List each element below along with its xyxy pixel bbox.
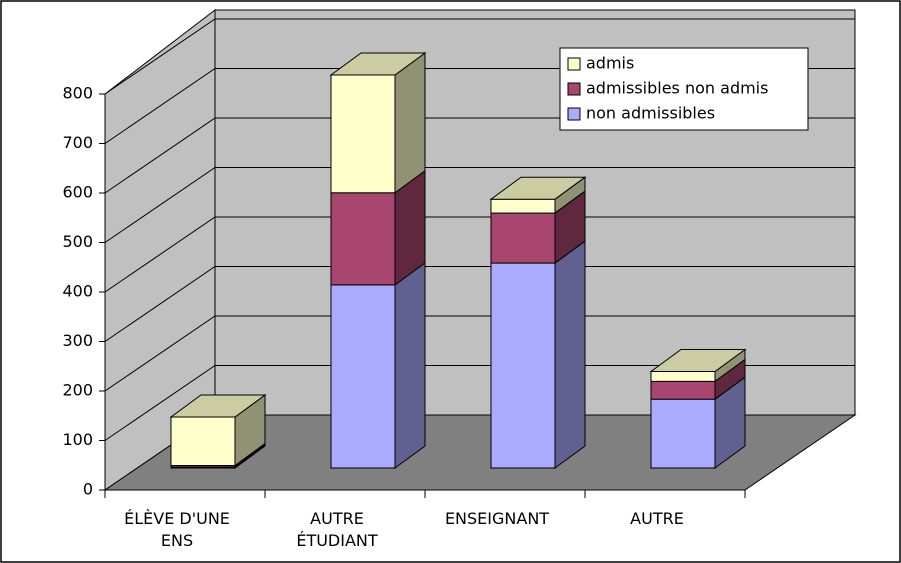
bar-segment — [330, 284, 396, 469]
bar-top — [649, 348, 747, 372]
bar-segment — [490, 262, 556, 469]
legend-label: admis — [586, 54, 634, 73]
bar-segment — [650, 398, 716, 469]
y-tick-label: 500 — [62, 232, 93, 251]
x-tick-label: ENSEIGNANT — [444, 509, 550, 528]
y-tick-label: 600 — [62, 183, 93, 202]
x-tick-label: ÉLÈVE D'UNE ENS — [124, 509, 230, 550]
y-tick-label: 300 — [62, 331, 93, 350]
bar-segment — [490, 198, 556, 214]
bar-side — [394, 261, 426, 469]
y-tick-label: 700 — [62, 133, 93, 152]
bar-segment — [490, 212, 556, 264]
y-tick-label: 800 — [62, 84, 93, 103]
bar-segment — [650, 370, 716, 382]
bar-segment — [170, 416, 236, 467]
bar-segment — [330, 74, 396, 194]
grid-line — [104, 18, 855, 95]
bar-side — [554, 240, 586, 469]
y-tick-label: 200 — [62, 381, 93, 400]
bar-top — [329, 52, 427, 76]
legend-label: non admissibles — [586, 104, 715, 123]
legend-swatch — [567, 107, 581, 121]
x-tick-label: AUTRE ÉTUDIANT — [296, 509, 378, 550]
y-tick-label: 400 — [62, 282, 93, 301]
bar-side — [394, 51, 426, 194]
y-tick-label: 0 — [83, 480, 93, 499]
y-tick-label: 100 — [62, 430, 93, 449]
grid-line — [104, 167, 855, 243]
bar-top — [489, 176, 587, 200]
grid-line — [104, 315, 855, 392]
bar-segment — [650, 380, 716, 400]
grid-line — [104, 216, 855, 293]
legend-label: admissibles non admis — [586, 79, 768, 98]
x-tick-label: AUTRE — [630, 509, 684, 528]
grid-line — [104, 266, 855, 342]
grid-line — [104, 365, 855, 441]
bar-top — [169, 394, 267, 418]
bar-segment — [330, 192, 396, 286]
legend-swatch — [567, 57, 581, 71]
legend-swatch — [567, 82, 581, 96]
legend — [559, 47, 809, 131]
